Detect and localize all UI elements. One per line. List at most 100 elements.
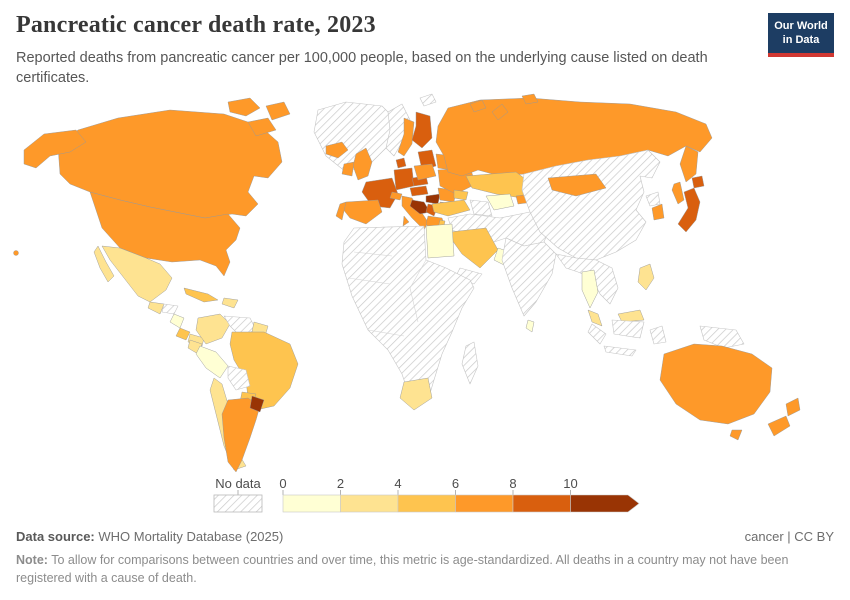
country-arctic-islands-3[interactable] <box>491 103 509 121</box>
country-peru[interactable] <box>195 345 229 379</box>
country-kazakhstan[interactable] <box>465 171 533 199</box>
chart-footer: Data source: WHO Mortality Database (202… <box>16 529 834 587</box>
country-finland[interactable] <box>411 111 433 149</box>
country-iceland[interactable] <box>325 141 349 159</box>
chart-subtitle: Reported deaths from pancreatic cancer p… <box>16 50 708 87</box>
africa-inner-borders <box>347 251 427 337</box>
note-label: Note: <box>16 553 48 567</box>
license-text[interactable]: cancer | CC BY <box>744 529 834 544</box>
legend-bin-8-10[interactable] <box>512 494 571 513</box>
country-arctic-islands-2[interactable] <box>521 93 539 105</box>
logo-line1: Our World <box>774 20 828 32</box>
country-philippines[interactable] <box>637 263 655 291</box>
country-brazil[interactable] <box>229 331 299 411</box>
country-sweden[interactable] <box>397 117 415 157</box>
legend-bin-10-plus-arrow[interactable] <box>570 494 640 513</box>
country-russia-sakhalin[interactable] <box>671 181 685 205</box>
country-mongolia[interactable] <box>547 173 607 197</box>
country-japan-hokkaido[interactable] <box>691 175 705 189</box>
country-germany[interactable] <box>393 167 415 191</box>
region-southeast-asia[interactable] <box>555 253 619 305</box>
country-alaska[interactable] <box>23 129 87 169</box>
country-hungary[interactable] <box>425 193 441 205</box>
country-new-guinea[interactable] <box>699 325 745 349</box>
legend-svg: No data 0 2 4 6 8 10 <box>213 476 640 513</box>
data-source-label: Data source: <box>16 529 95 544</box>
country-arctic-islands-1[interactable] <box>469 99 487 113</box>
country-canada-arctic-1[interactable] <box>227 97 261 117</box>
country-malaysia-borneo[interactable] <box>617 309 645 323</box>
legend-tick-4: 8 <box>509 476 516 491</box>
country-uzbekistan[interactable] <box>485 193 515 211</box>
legend-no-data-swatch[interactable] <box>213 494 263 513</box>
legend-tick-3: 6 <box>452 476 459 491</box>
map-legend: No data 0 2 4 6 8 10 <box>0 472 850 524</box>
country-spain[interactable] <box>341 199 383 225</box>
country-malaysia[interactable] <box>587 309 603 327</box>
country-hawaii[interactable] <box>13 250 19 256</box>
country-thailand[interactable] <box>581 269 599 309</box>
legend-bin-6-8[interactable] <box>455 494 514 513</box>
country-indonesia-sumatra[interactable] <box>587 323 607 345</box>
country-italy-sardinia[interactable] <box>402 215 410 227</box>
legend-tick-2: 4 <box>394 476 401 491</box>
country-new-zealand-south[interactable] <box>767 415 791 437</box>
country-russia-kamchatka[interactable] <box>679 145 699 183</box>
country-north-korea[interactable] <box>645 191 661 207</box>
country-mexico[interactable] <box>101 245 173 303</box>
data-source-value[interactable]: WHO Mortality Database (2025) <box>98 529 284 544</box>
note-text: To allow for comparisons between countri… <box>16 553 789 586</box>
country-india[interactable] <box>501 237 557 317</box>
country-austria[interactable] <box>409 185 429 197</box>
country-portugal[interactable] <box>335 201 347 221</box>
country-switzerland[interactable] <box>389 191 403 201</box>
country-ireland[interactable] <box>341 161 355 177</box>
chart-header: Pancreatic cancer death rate, 2023 Repor… <box>16 12 754 89</box>
country-croatia[interactable] <box>409 199 431 215</box>
country-madagascar[interactable] <box>461 341 479 385</box>
country-tasmania[interactable] <box>729 429 743 441</box>
country-sri-lanka[interactable] <box>525 319 535 333</box>
world-map <box>0 90 850 475</box>
country-cuba[interactable] <box>183 287 219 303</box>
country-new-zealand-north[interactable] <box>785 397 801 417</box>
country-norway[interactable] <box>385 103 411 157</box>
country-south-korea[interactable] <box>651 203 665 221</box>
legend-no-data-label: No data <box>215 476 261 491</box>
country-turkey[interactable] <box>431 199 471 217</box>
choropleth-map-svg <box>13 93 801 473</box>
country-russia[interactable] <box>435 97 713 177</box>
country-egypt[interactable] <box>425 223 455 259</box>
country-guatemala[interactable] <box>147 301 165 315</box>
country-costa-rica[interactable] <box>175 327 191 341</box>
country-colombia[interactable] <box>195 313 231 345</box>
owid-logo[interactable]: Our World in Data <box>768 13 834 57</box>
country-denmark[interactable] <box>395 157 407 169</box>
legend-tick-0: 0 <box>279 476 286 491</box>
country-borneo-indonesia[interactable] <box>611 319 645 339</box>
legend-bin-2-4[interactable] <box>340 494 399 513</box>
country-australia[interactable] <box>659 343 773 425</box>
country-svalbard[interactable] <box>419 93 437 107</box>
country-indonesia-sulawesi[interactable] <box>649 325 667 345</box>
country-bolivia[interactable] <box>227 365 251 391</box>
country-mexico-baja[interactable] <box>93 245 115 283</box>
legend-bin-4-6[interactable] <box>397 494 456 513</box>
logo-line2: in Data <box>782 34 820 47</box>
country-caucasus[interactable] <box>453 189 469 201</box>
country-turkmenistan[interactable] <box>469 199 493 217</box>
country-dominican-republic[interactable] <box>221 297 239 309</box>
country-south-africa[interactable] <box>399 377 433 411</box>
country-nicaragua[interactable] <box>169 313 185 329</box>
country-poland[interactable] <box>413 163 437 181</box>
country-japan[interactable] <box>677 187 701 233</box>
country-canada-arctic-2[interactable] <box>265 101 291 121</box>
country-honduras[interactable] <box>161 303 179 315</box>
country-canada[interactable] <box>57 109 283 219</box>
country-indonesia-java[interactable] <box>603 345 637 357</box>
country-canada-arctic-3[interactable] <box>247 117 277 137</box>
legend-bin-0-2[interactable] <box>282 494 341 513</box>
region-africa[interactable] <box>341 225 475 401</box>
country-uruguay[interactable] <box>249 395 265 413</box>
